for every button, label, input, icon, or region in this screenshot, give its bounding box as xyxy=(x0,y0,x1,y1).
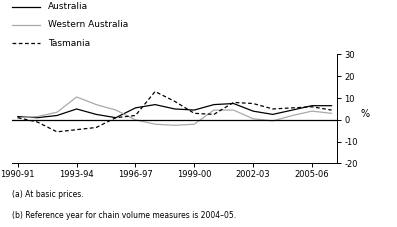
Text: (b) Reference year for chain volume measures is 2004–05.: (b) Reference year for chain volume meas… xyxy=(12,211,236,220)
Y-axis label: %: % xyxy=(360,109,369,119)
Text: Western Australia: Western Australia xyxy=(48,20,128,30)
Text: (a) At basic prices.: (a) At basic prices. xyxy=(12,190,83,200)
Text: Tasmania: Tasmania xyxy=(48,39,90,48)
Text: Australia: Australia xyxy=(48,2,88,11)
